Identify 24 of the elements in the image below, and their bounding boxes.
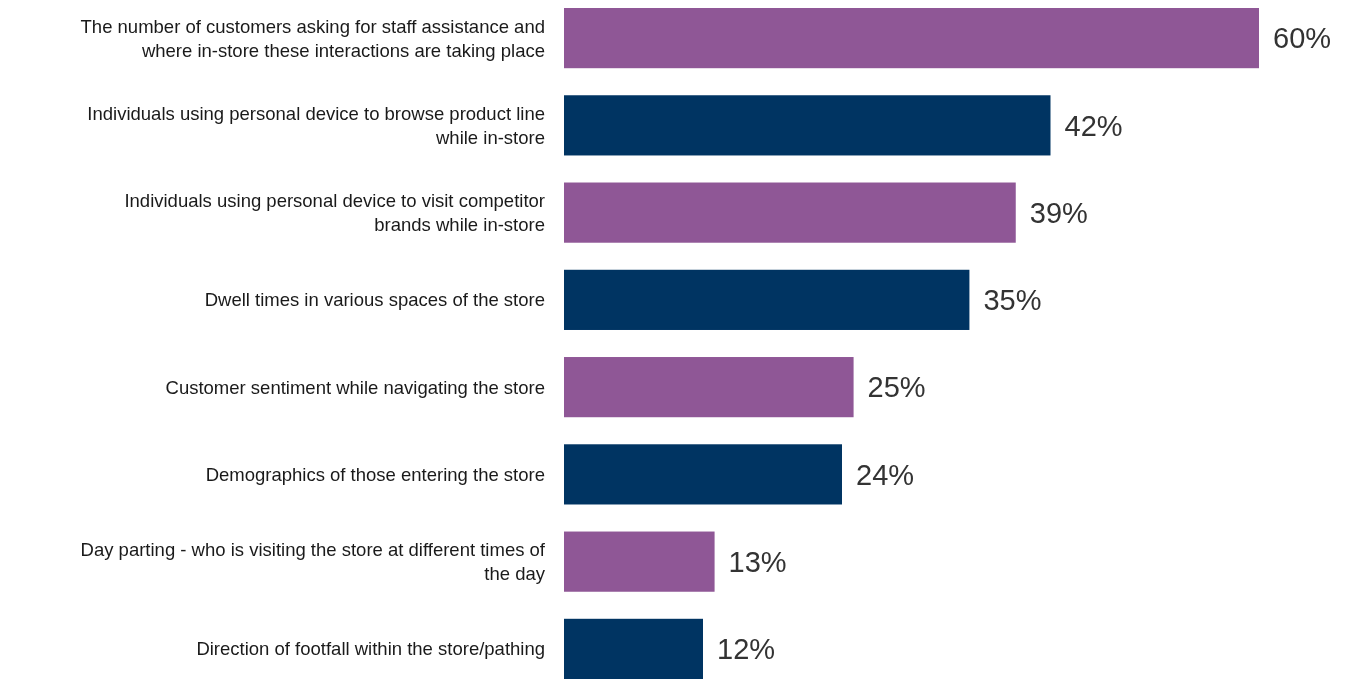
bar <box>564 269 970 330</box>
data-label: 35% <box>983 284 1042 317</box>
data-label: 13% <box>728 545 787 578</box>
bar <box>564 8 1259 69</box>
data-label: 60% <box>1273 22 1332 55</box>
y-tick-label: Direction of footfall within the store/pathing <box>196 638 545 660</box>
data-label: 25% <box>867 371 926 404</box>
data-label: 24% <box>856 458 915 491</box>
bar <box>564 618 703 679</box>
bar <box>564 357 854 418</box>
bar <box>564 531 715 592</box>
y-tick-label: Customer sentiment while navigating the store <box>165 376 545 398</box>
data-label: 39% <box>1029 196 1088 229</box>
data-label: 12% <box>717 633 776 666</box>
y-tick-label: Individuals using personal device to browse product line while in-store <box>87 102 545 148</box>
y-tick-label: Individuals using personal device to visit competitor brands while in-store <box>124 190 545 236</box>
bar <box>564 95 1051 156</box>
y-tick-label: Demographics of those entering the store <box>205 463 545 485</box>
y-tick-label: The number of customers asking for staff assistance and where in-store these interactions are taking place <box>80 15 545 61</box>
data-label: 42% <box>1064 109 1123 142</box>
y-tick-label: Day parting - who is visiting the store at different times of the day <box>80 539 546 585</box>
bar <box>564 182 1016 243</box>
y-tick-label: Dwell times in various spaces of the store <box>204 289 545 311</box>
bar <box>564 444 842 505</box>
